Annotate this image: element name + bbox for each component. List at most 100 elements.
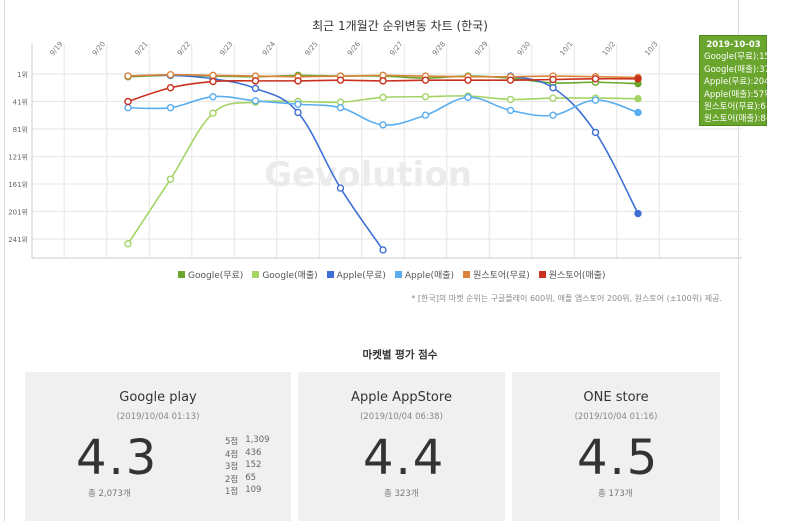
data-point[interactable] <box>209 92 217 101</box>
rating-timestamp: (2019/10/04 06:38) <box>360 412 443 422</box>
legend-item-onestore-sales[interactable]: 원스토어(매출) <box>538 268 605 281</box>
data-point[interactable] <box>166 103 175 112</box>
right-border-line <box>738 0 739 521</box>
data-point[interactable] <box>591 96 600 104</box>
data-point[interactable] <box>549 111 557 119</box>
rating-total: 총 173개 <box>598 489 633 499</box>
x-tick-label: 10/1 <box>558 40 574 57</box>
tooltip-row: Google(무료): 15위 <box>704 52 778 63</box>
data-point[interactable] <box>124 97 132 106</box>
x-tick-label: 10/3 <box>643 40 659 57</box>
rating-total: 총 2,073개 <box>88 489 131 499</box>
y-tick-label: 41위 <box>13 98 28 106</box>
chart-title: 최근 1개월간 순위변동 차트 (한국) <box>312 19 488 33</box>
data-point[interactable] <box>421 76 430 84</box>
y-tick-label: 241위 <box>8 236 28 244</box>
rating-card-apple-appstore: Apple AppStore (2019/10/04 06:38) 4.4 총 … <box>298 372 505 521</box>
data-point[interactable] <box>464 93 472 102</box>
distribution-row: 3점 152 <box>225 460 262 473</box>
legend-item-apple-sales[interactable]: Apple(매출) <box>394 268 454 281</box>
market-name: Google play <box>119 390 197 405</box>
tooltip-row: Apple(매출): 57위 <box>704 89 772 100</box>
data-point[interactable] <box>124 240 132 248</box>
data-point[interactable] <box>421 111 430 119</box>
legend-item-apple-free[interactable]: Apple(무료) <box>326 268 386 281</box>
data-point[interactable] <box>634 108 642 117</box>
data-point[interactable] <box>464 76 472 84</box>
distribution-row: 2점 65 <box>225 472 257 485</box>
x-tick-label: 9/23 <box>218 40 234 57</box>
data-point[interactable] <box>251 97 260 105</box>
data-point[interactable] <box>421 92 430 101</box>
data-point[interactable] <box>549 75 557 84</box>
distribution-row: 5점 1,309 <box>225 435 270 447</box>
data-point[interactable] <box>549 94 557 102</box>
chart-legend: Google(무료) Google(매출) Apple(무료) Apple(매출… <box>178 268 605 281</box>
legend-item-google-free[interactable]: Google(무료) <box>178 268 243 281</box>
chart-tooltip: 2019-10-03 Google(무료): 15위 Google(매출): 37위… <box>699 35 778 126</box>
y-tick-label: 201위 <box>8 208 28 216</box>
x-tick-label: 9/27 <box>388 40 404 57</box>
market-name: ONE store <box>583 390 649 405</box>
tooltip-row: 원스토어(매출): 8위 <box>704 114 774 125</box>
data-point[interactable] <box>251 77 260 85</box>
x-tick-label: 9/19 <box>48 40 64 57</box>
x-tick-label: 10/2 <box>601 40 617 57</box>
legend-swatch <box>252 271 260 278</box>
rating-total: 총 323개 <box>384 489 419 499</box>
data-point[interactable] <box>506 76 515 84</box>
data-point[interactable] <box>634 209 642 218</box>
data-point[interactable] <box>506 106 515 115</box>
distribution-row: 1점 109 <box>225 485 262 498</box>
series-3[interactable] <box>124 92 642 129</box>
data-point[interactable] <box>166 175 175 183</box>
data-point[interactable] <box>294 108 302 117</box>
data-point[interactable] <box>549 84 557 92</box>
data-point[interactable] <box>634 95 642 103</box>
ratings-section-title: 마켓별 평가 점수 <box>362 349 438 361</box>
rating-score: 4.3 <box>76 430 159 486</box>
data-point[interactable] <box>124 103 132 112</box>
data-point[interactable] <box>294 77 302 85</box>
watermark-logo: Gevolution <box>264 155 472 195</box>
data-point[interactable] <box>209 71 217 80</box>
x-tick-label: 9/25 <box>303 40 319 57</box>
legend-item-onestore-free[interactable]: 원스토어(무료) <box>463 268 530 281</box>
legend-item-google-sales[interactable]: Google(매출) <box>252 268 318 281</box>
rating-timestamp: (2019/10/04 01:13) <box>116 412 200 422</box>
x-tick-label: 9/20 <box>91 40 107 57</box>
data-point[interactable] <box>591 75 600 83</box>
data-point[interactable] <box>591 128 600 137</box>
rank-chart: Gevolution 9/19 9/20 9/21 9/22 9/23 9/24 9/25 9… <box>8 40 742 259</box>
data-point[interactable] <box>251 84 260 93</box>
data-point[interactable] <box>336 103 345 112</box>
data-point[interactable] <box>336 76 345 84</box>
x-tick-label: 9/29 <box>473 40 489 57</box>
data-point[interactable] <box>379 93 387 102</box>
tooltip-row: Google(매출): 37위 <box>704 64 778 75</box>
tooltip-row: 원스토어(무료): 6위 <box>704 102 774 113</box>
data-point[interactable] <box>166 84 175 92</box>
data-point[interactable] <box>379 246 387 254</box>
data-point[interactable] <box>209 77 217 86</box>
tooltip-row: Apple(무료): 204위 <box>704 77 778 88</box>
data-point[interactable] <box>209 109 217 117</box>
data-point[interactable] <box>379 77 387 85</box>
series-5[interactable] <box>124 75 642 106</box>
legend-swatch <box>538 271 546 278</box>
legend-swatch <box>463 271 471 278</box>
data-point[interactable] <box>124 72 132 80</box>
rating-score: 4.5 <box>577 430 660 486</box>
data-point[interactable] <box>379 121 387 129</box>
rating-score: 4.4 <box>363 430 446 486</box>
x-tick-label: 9/24 <box>261 40 278 58</box>
data-point[interactable] <box>166 70 175 79</box>
legend-swatch <box>178 271 185 278</box>
data-point[interactable] <box>336 184 345 192</box>
x-tick-label: 9/26 <box>346 40 363 58</box>
rating-card-one-store: ONE store (2019/10/04 01:16) 4.5 총 173개 <box>512 372 720 521</box>
data-point[interactable] <box>634 75 642 83</box>
rating-timestamp: (2019/10/04 01:16) <box>574 412 658 422</box>
data-point[interactable] <box>506 95 515 104</box>
data-point[interactable] <box>294 100 302 108</box>
